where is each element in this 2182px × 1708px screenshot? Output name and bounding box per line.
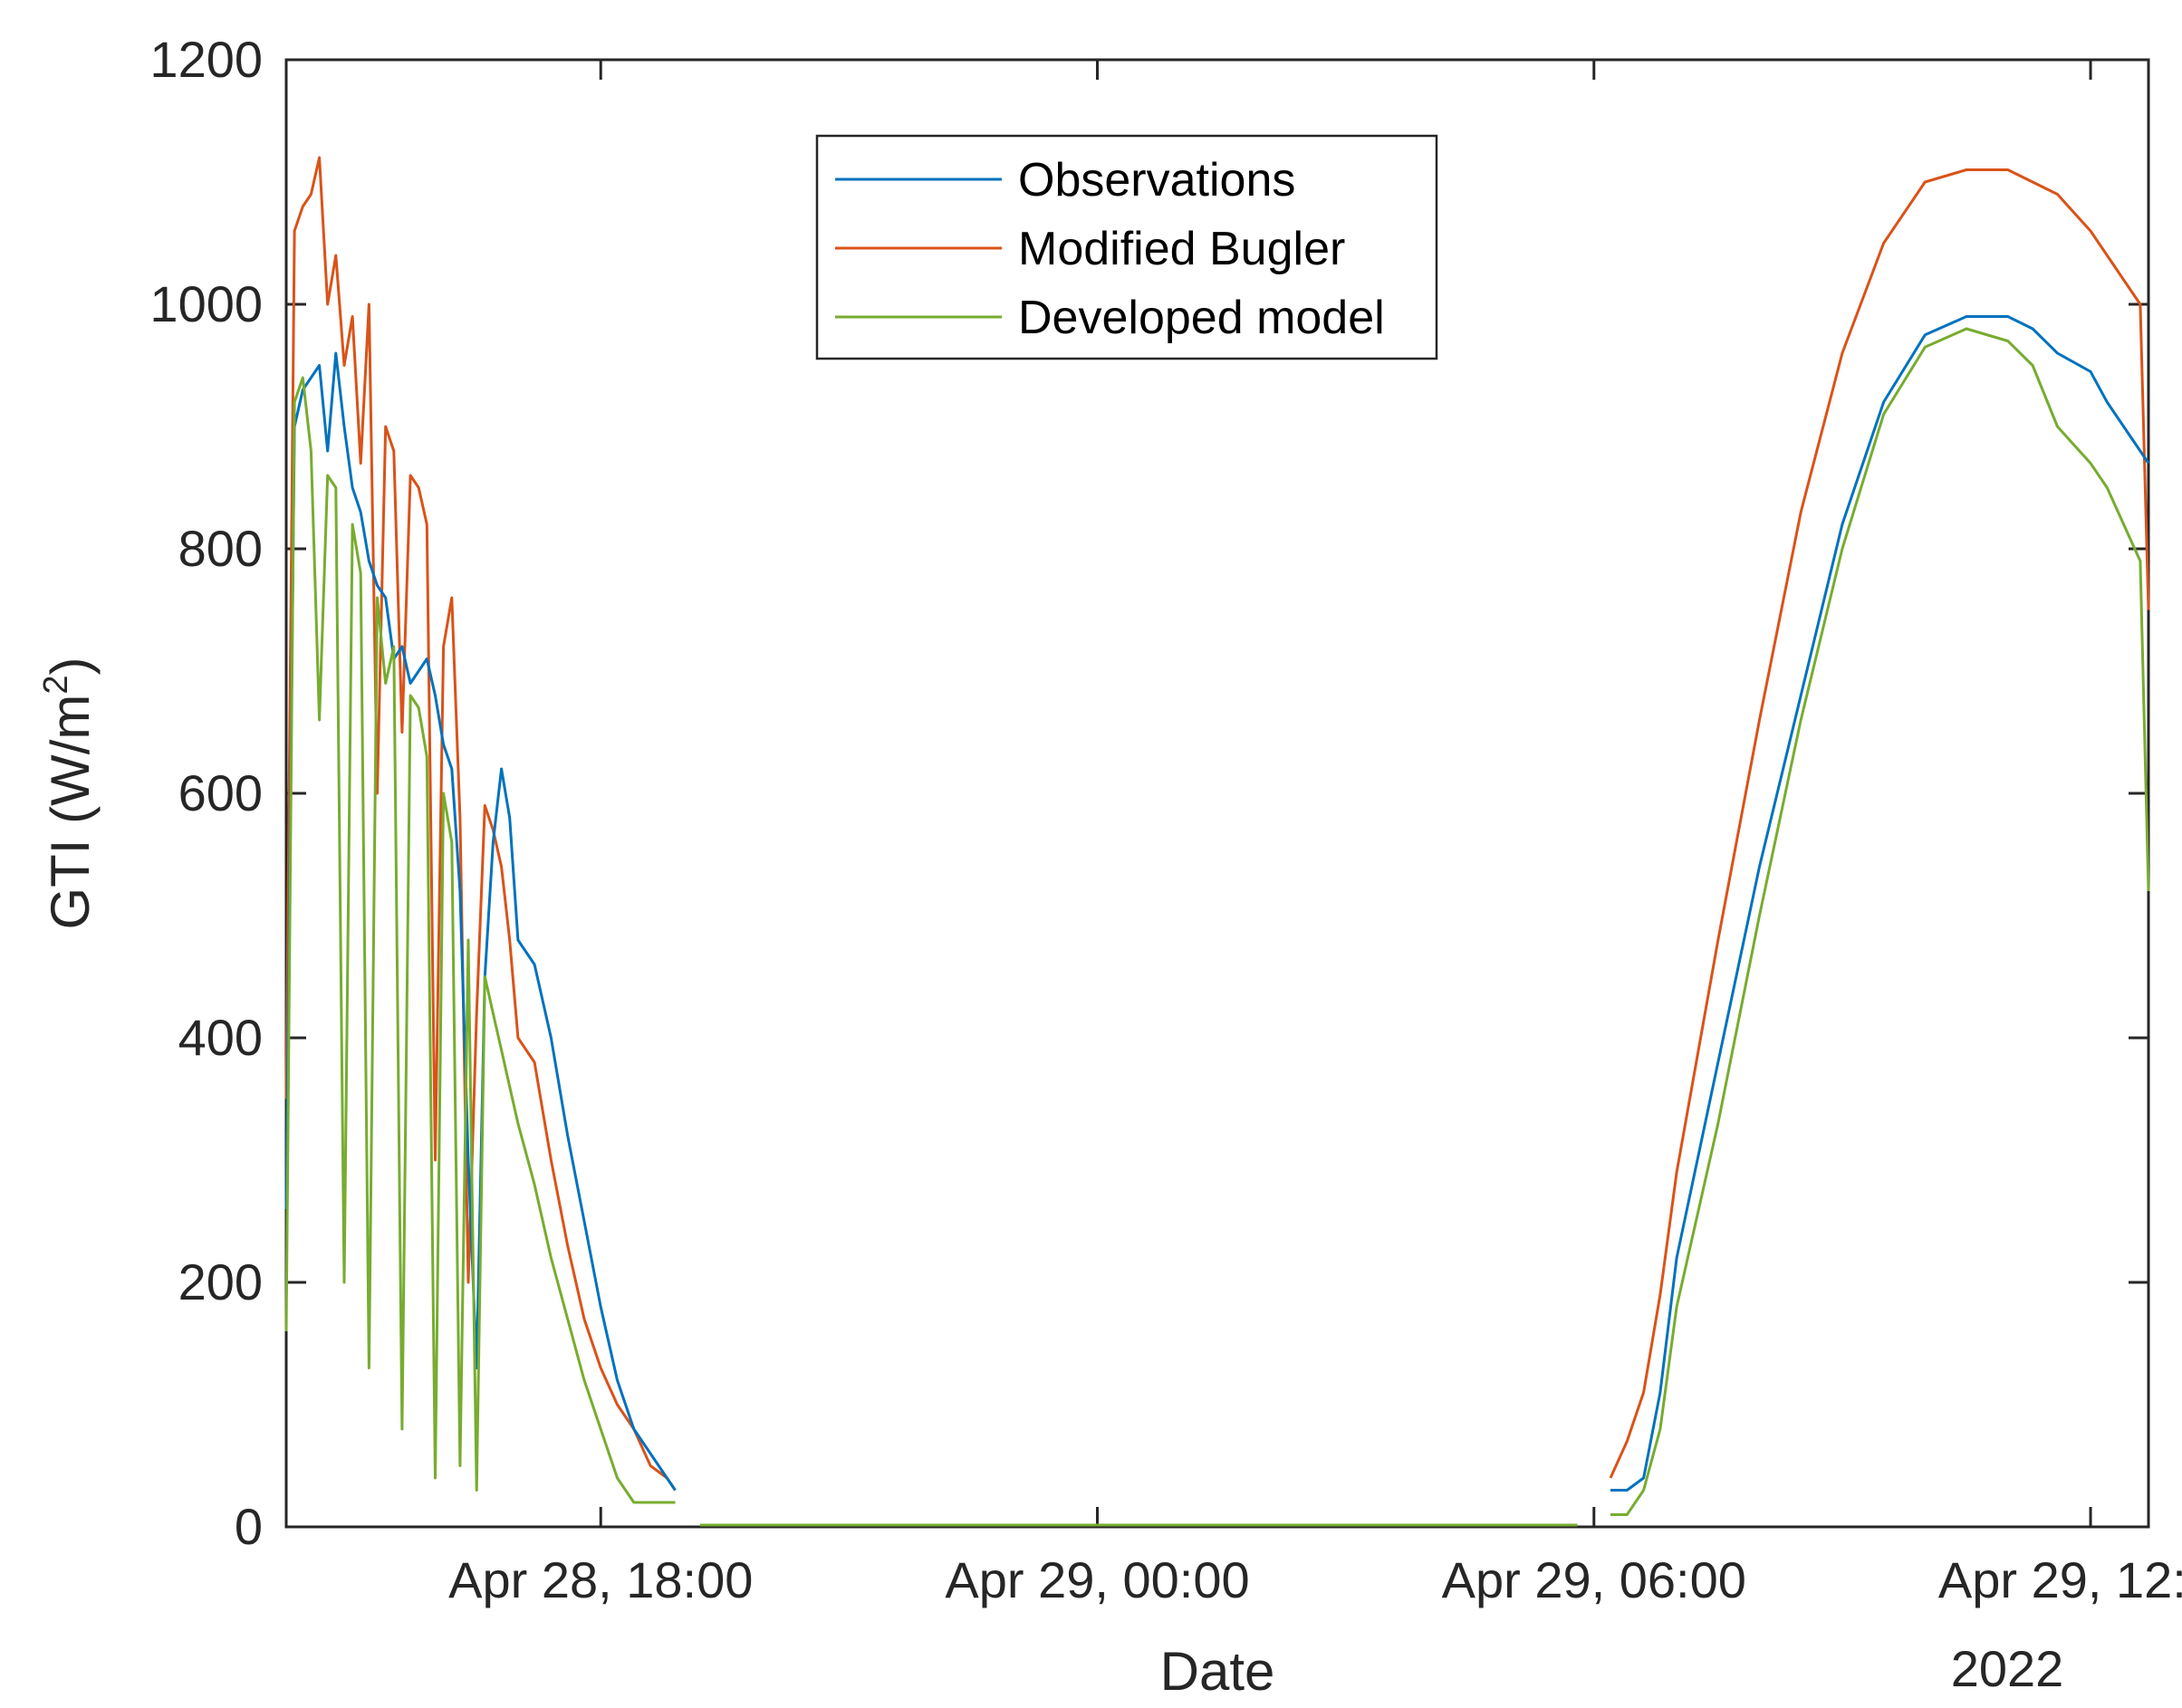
- y-tick-label: 1200: [149, 31, 263, 88]
- svg-text:GTI (W/m2): GTI (W/m2): [37, 657, 101, 929]
- series-modified-bugler: [1609, 168, 2150, 1479]
- y-tick-label: 0: [235, 1498, 263, 1555]
- legend-label-modified-bugler: Modified Bugler: [1018, 223, 1345, 275]
- y-axis-title-main: GTI (W/m: [40, 695, 101, 930]
- x-tick-label: Apr 29, 00:00: [945, 1551, 1249, 1608]
- legend: Observations Modified Bugler Developed m…: [815, 134, 1438, 360]
- series-modified-bugler: [284, 156, 677, 1492]
- y-axis-ticks: 0 200 400 600 800 1000 1200: [149, 31, 2148, 1555]
- y-tick-label: 400: [178, 1009, 263, 1066]
- y-axis-title-close: ): [40, 657, 101, 675]
- series-layer: [284, 156, 2150, 1527]
- series-observations: [284, 351, 677, 1492]
- series-developed-model: [1610, 327, 2150, 1516]
- y-axis-title: GTI (W/m2): [37, 657, 101, 929]
- x-axis-title: Date: [1160, 1641, 1275, 1702]
- x-axis-ticks: Apr 28, 18:00 Apr 29, 00:00 Apr 29, 06:00 A…: [448, 60, 2182, 1608]
- x-tick-label: Apr 29, 12:00: [1938, 1551, 2182, 1608]
- series-developed-model: [284, 376, 676, 1504]
- y-axis-title-superscript: 2: [37, 675, 75, 694]
- y-tick-label: 800: [178, 520, 263, 577]
- x-tick-label: Apr 28, 18:00: [448, 1551, 753, 1608]
- y-tick-label: 1000: [149, 275, 263, 332]
- x-axis-year-label: 2022: [1951, 1640, 2064, 1697]
- series-observations: [1610, 315, 2150, 1492]
- legend-label-observations: Observations: [1018, 154, 1295, 206]
- y-tick-label: 200: [178, 1253, 263, 1310]
- legend-label-developed-model: Developed model: [1018, 292, 1385, 344]
- x-tick-label: Apr 29, 06:00: [1442, 1551, 1746, 1608]
- y-tick-label: 600: [178, 764, 263, 821]
